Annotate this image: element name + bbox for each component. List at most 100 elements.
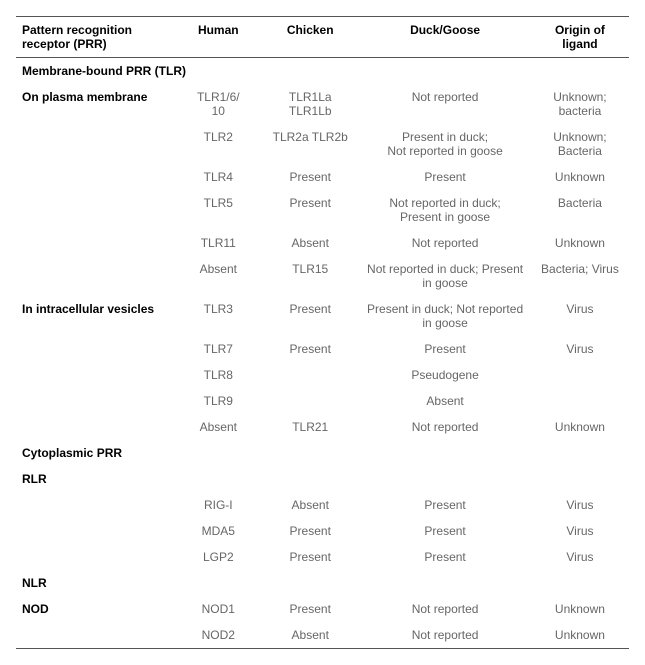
text: TLR1La <box>289 90 332 104</box>
table-row: In intracellular vesicles TLR3 Present P… <box>16 296 629 336</box>
cell-chicken: Present <box>261 518 359 544</box>
cell-duck: Present <box>359 518 531 544</box>
cell-human: TLR7 <box>175 336 261 362</box>
cell-human: RIG-I <box>175 492 261 518</box>
section-label: On plasma membrane <box>16 84 175 124</box>
cell-human: TLR8 <box>175 362 261 388</box>
cell-human: TLR9 <box>175 388 261 414</box>
section-label: NOD <box>16 596 175 622</box>
section-label: RLR <box>16 466 629 492</box>
cell-human: LGP2 <box>175 544 261 570</box>
text: Present in goose <box>400 210 490 224</box>
cell-origin: Unknown; bacteria <box>531 84 629 124</box>
section-cytoplasmic: Cytoplasmic PRR <box>16 440 629 466</box>
table-row: RIG-I Absent Present Virus <box>16 492 629 518</box>
cell-human: TLR5 <box>175 190 261 230</box>
cell-human: Absent <box>175 256 261 296</box>
section-rlr: RLR <box>16 466 629 492</box>
table-row: TLR8 Pseudogene <box>16 362 629 388</box>
cell-duck: Not reported in duck; Present in goose <box>359 256 531 296</box>
cell-duck: Present <box>359 492 531 518</box>
text: TLR1/6/ <box>197 90 240 104</box>
cell-human: TLR2 <box>175 124 261 164</box>
table-row: Absent TLR15 Not reported in duck; Prese… <box>16 256 629 296</box>
cell-chicken: Absent <box>261 492 359 518</box>
cell-origin: Virus <box>531 296 629 336</box>
cell-origin: Unknown <box>531 596 629 622</box>
cell-human: TLR4 <box>175 164 261 190</box>
text: Not reported in duck; <box>389 196 500 210</box>
cell-origin: Unknown; Bacteria <box>531 124 629 164</box>
text: Not reported in goose <box>387 144 502 158</box>
cell-origin: Virus <box>531 336 629 362</box>
cell-origin: Unknown <box>531 622 629 649</box>
cell-chicken: Present <box>261 164 359 190</box>
cell-origin: Virus <box>531 544 629 570</box>
table-row: NOD2 Absent Not reported Unknown <box>16 622 629 649</box>
cell-human: Absent <box>175 414 261 440</box>
section-label: In intracellular vesicles <box>16 296 175 336</box>
cell-human: TLR11 <box>175 230 261 256</box>
cell-origin <box>531 362 629 388</box>
cell-chicken: Present <box>261 336 359 362</box>
text: bacteria <box>559 104 602 118</box>
cell-origin <box>531 388 629 414</box>
table-row: MDA5 Present Present Virus <box>16 518 629 544</box>
cell-chicken: TLR1La TLR1Lb <box>261 84 359 124</box>
cell-origin: Bacteria <box>531 190 629 230</box>
table-row: NOD NOD1 Present Not reported Unknown <box>16 596 629 622</box>
cell-origin: Unknown <box>531 230 629 256</box>
cell-origin: Bacteria; Virus <box>531 256 629 296</box>
cell-human: MDA5 <box>175 518 261 544</box>
cell-duck: Pseudogene <box>359 362 531 388</box>
text: Present in duck; <box>402 130 488 144</box>
section-label: Membrane-bound PRR (TLR) <box>16 58 629 85</box>
text: Unknown; <box>553 130 606 144</box>
text: Unknown; <box>553 90 606 104</box>
text: Bacteria <box>558 144 602 158</box>
cell-chicken: Present <box>261 190 359 230</box>
cell-human: NOD2 <box>175 622 261 649</box>
cell-chicken: TLR15 <box>261 256 359 296</box>
cell-chicken: TLR21 <box>261 414 359 440</box>
col-human: Human <box>175 17 261 58</box>
table-row: TLR4 Present Present Unknown <box>16 164 629 190</box>
col-chicken: Chicken <box>261 17 359 58</box>
table-header-row: Pattern recognition receptor (PRR) Human… <box>16 17 629 58</box>
col-origin: Origin of ligand <box>531 17 629 58</box>
section-label: NLR <box>16 570 629 596</box>
table-row: On plasma membrane TLR1/6/ 10 TLR1La TLR… <box>16 84 629 124</box>
cell-human: TLR3 <box>175 296 261 336</box>
cell-duck: Not reported <box>359 622 531 649</box>
cell-duck: Present <box>359 544 531 570</box>
table-row: TLR11 Absent Not reported Unknown <box>16 230 629 256</box>
prr-table: Pattern recognition receptor (PRR) Human… <box>16 16 629 649</box>
table-row: TLR5 Present Not reported in duck; Prese… <box>16 190 629 230</box>
cell-duck: Not reported <box>359 84 531 124</box>
cell-duck: Absent <box>359 388 531 414</box>
table-row: LGP2 Present Present Virus <box>16 544 629 570</box>
table-row: Absent TLR21 Not reported Unknown <box>16 414 629 440</box>
cell-human: NOD1 <box>175 596 261 622</box>
cell-duck: Not reported <box>359 596 531 622</box>
section-nlr: NLR <box>16 570 629 596</box>
text: TLR1Lb <box>289 104 332 118</box>
cell-duck: Present <box>359 336 531 362</box>
table-row: TLR7 Present Present Virus <box>16 336 629 362</box>
section-label: Cytoplasmic PRR <box>16 440 629 466</box>
section-membrane: Membrane-bound PRR (TLR) <box>16 58 629 85</box>
table-row: TLR2 TLR2a TLR2b Present in duck; Not re… <box>16 124 629 164</box>
cell-duck: Not reported in duck; Present in goose <box>359 190 531 230</box>
cell-chicken: Present <box>261 544 359 570</box>
cell-duck: Not reported <box>359 230 531 256</box>
cell-origin: Unknown <box>531 414 629 440</box>
cell-chicken: Absent <box>261 622 359 649</box>
cell-chicken <box>261 362 359 388</box>
cell-human: TLR1/6/ 10 <box>175 84 261 124</box>
table-row: TLR9 Absent <box>16 388 629 414</box>
cell-chicken: TLR2a TLR2b <box>261 124 359 164</box>
cell-duck: Present in duck; Not reported in goose <box>359 124 531 164</box>
col-prr: Pattern recognition receptor (PRR) <box>16 17 175 58</box>
col-duck-goose: Duck/Goose <box>359 17 531 58</box>
cell-duck: Present in duck; Not reported in goose <box>359 296 531 336</box>
